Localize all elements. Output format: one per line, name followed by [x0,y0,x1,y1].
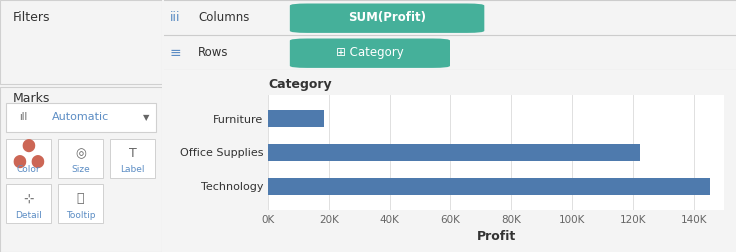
Text: Marks: Marks [13,92,50,105]
Bar [7,139,51,178]
Text: Size: Size [71,165,90,174]
Bar [7,184,51,223]
Text: Category: Category [268,78,332,91]
Text: ⬜: ⬜ [77,192,85,205]
Text: Detail: Detail [15,211,42,220]
Bar [7,103,155,132]
Text: T: T [129,147,136,160]
Text: ıll: ıll [19,112,28,122]
FancyBboxPatch shape [290,39,450,68]
Bar [268,178,710,195]
Text: ◎: ◎ [75,147,86,160]
Bar [0,0,162,84]
Bar [58,139,103,178]
Text: ⬤
⬤ ⬤: ⬤ ⬤ ⬤ [13,139,45,168]
Bar [268,110,324,127]
Bar [110,139,155,178]
Text: ▼: ▼ [143,113,149,122]
Bar [58,184,103,223]
Text: ≡: ≡ [170,46,181,59]
Text: iii: iii [170,11,180,24]
Text: Tooltip: Tooltip [66,211,96,220]
Text: Label: Label [120,165,145,174]
Text: Color: Color [17,165,40,174]
Text: Filters: Filters [13,11,51,24]
Text: Automatic: Automatic [52,112,109,122]
Bar [268,144,640,161]
Text: SUM(Profit): SUM(Profit) [348,11,426,24]
FancyBboxPatch shape [290,4,484,33]
Text: Columns: Columns [198,11,250,24]
X-axis label: Profit: Profit [476,230,516,243]
Text: ⊞ Category: ⊞ Category [336,46,404,59]
Bar [0,87,162,252]
Text: Rows: Rows [198,46,229,59]
Text: ⊹: ⊹ [24,192,34,205]
